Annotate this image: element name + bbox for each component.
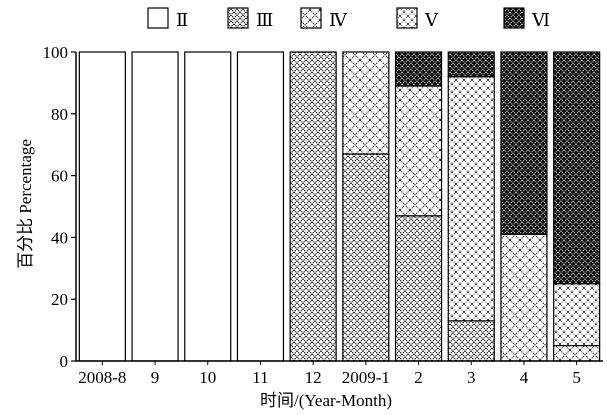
x-axis-label: 时间/(Year-Month) [260,391,392,410]
y-axis-label: 百分比 Percentage [16,139,35,269]
legend-swatch-dense-cross [227,7,249,29]
bar-segment-dense-cross [342,153,390,362]
y-axis: 0 20 40 60 80 100 [43,43,76,371]
x-tick-label: 10 [199,368,216,387]
legend-swatch-dotted-cross [396,7,418,29]
legend-swatch-cross [300,7,322,29]
x-tick-label: 2 [414,368,423,387]
bar-segment-black-cross [553,51,601,285]
y-tick-label: 0 [60,352,69,371]
y-tick-label: 40 [51,228,68,247]
x-tick-label: 5 [572,368,581,387]
legend-label: Ⅵ [531,10,550,30]
x-tick-label: 9 [151,368,160,387]
bar-segment-cross [500,233,548,362]
x-tick-label: 12 [305,368,322,387]
legend-swatch-black-cross [503,7,525,29]
bar-segment-dense-cross [394,215,443,362]
bar-segment-black-cross [500,51,548,235]
bar-segment-dense-cross [447,320,495,362]
x-tick-label: 2009-1 [342,368,390,387]
bar-segment-black-cross [447,51,495,78]
x-axis: 2008-8 9 10 11 12 2009-1 2 3 4 5 [78,361,581,387]
bar-segment-blank [184,51,232,362]
bar-segment-cross [394,85,443,217]
x-tick-label: 2008-8 [78,368,126,387]
legend-label: Ⅳ [329,10,348,30]
bar-segment-cross [342,51,390,155]
bar-segment-dotted-cross [553,283,601,347]
x-tick-label: 3 [467,368,476,387]
y-tick-label: 80 [51,105,68,124]
bar-segment-dense-cross [289,51,337,362]
bar-segment-blank [131,51,179,362]
legend-label: Ⅴ [424,10,439,30]
x-tick-label: 4 [520,368,529,387]
legend-label: Ⅲ [256,10,273,30]
bar-segment-blank [78,51,126,362]
bar-segment-cross [553,344,601,362]
legend-swatch-blank [147,7,169,29]
y-tick-label: 60 [51,167,68,186]
bar-segment-black-cross [394,51,443,87]
x-tick-label: 11 [252,368,268,387]
y-tick-label: 20 [51,290,68,309]
y-tick-label: 100 [43,43,69,62]
bars [78,51,601,362]
legend-label: Ⅱ [176,10,188,30]
legend: Ⅱ Ⅲ Ⅳ Ⅴ Ⅵ [147,7,550,30]
bar-segment-dotted-cross [447,76,495,322]
bar-segment-blank [236,51,285,362]
